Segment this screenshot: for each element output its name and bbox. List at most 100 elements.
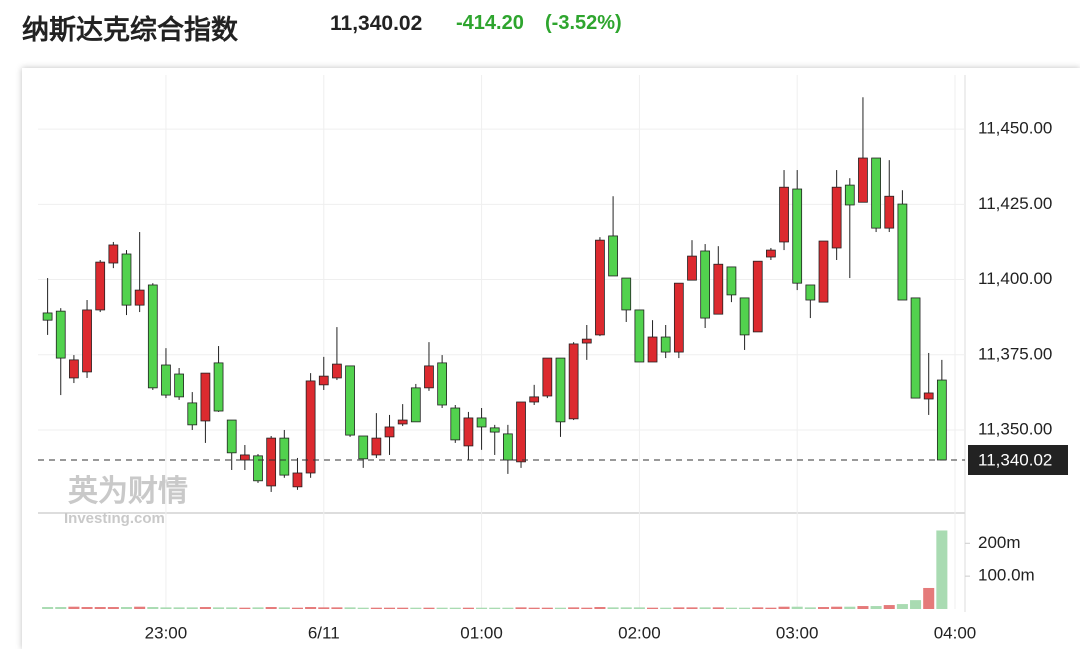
candle-body [858, 157, 868, 203]
volume-bar [791, 606, 803, 609]
volume-bar [844, 606, 856, 609]
volume-bar [318, 607, 330, 609]
price-change-percent: (-3.52%) [545, 12, 622, 34]
candle-body [42, 312, 53, 321]
candle-body [923, 392, 934, 400]
volume-bar [910, 600, 922, 609]
candle-body [936, 379, 947, 461]
volume-bar [278, 607, 290, 609]
candle-body [871, 157, 881, 229]
volume-bar [357, 607, 369, 609]
candle-body [700, 250, 711, 319]
candle-body [831, 186, 842, 249]
candle-body [134, 289, 145, 306]
volume-bar [883, 605, 895, 609]
volume-bar [107, 607, 119, 609]
x-tick-label: 02:00 [618, 623, 661, 642]
volume-bar [476, 607, 488, 609]
candle-body [95, 261, 106, 311]
candle-body [503, 433, 513, 461]
x-tick-label: 01:00 [460, 623, 503, 642]
candle-body [332, 363, 342, 379]
candle-body [766, 249, 776, 258]
volume-bar [291, 607, 303, 609]
candle-body [910, 297, 921, 399]
candle-body [739, 297, 750, 336]
volume-bar [804, 607, 816, 609]
volume-bar [778, 606, 790, 609]
volume-bar [581, 607, 593, 609]
candle-body [673, 282, 684, 353]
volume-bar [397, 607, 409, 609]
volume-tick-label: 200m [978, 533, 1021, 552]
volume-bar [147, 607, 159, 609]
candle-body [121, 253, 132, 306]
y-tick-label: 11,350.00 [978, 419, 1052, 438]
candle-body [279, 437, 290, 476]
volume-bar [620, 607, 632, 609]
candle-body [581, 338, 592, 344]
index-title: 纳斯达克综合指数 [22, 15, 238, 45]
candle-body [634, 309, 645, 363]
volume-bar [305, 607, 317, 609]
candle-body [200, 372, 211, 422]
volume-bar [765, 607, 777, 609]
volume-bar [383, 607, 396, 609]
y-tick-label: 11,400.00 [978, 269, 1052, 288]
candle-body [410, 387, 421, 423]
volume-bar [370, 607, 382, 609]
y-tick-label: 11,375.00 [978, 344, 1052, 363]
candle-body [266, 437, 277, 487]
volume-bar [673, 607, 685, 609]
volume-bar [923, 587, 935, 609]
volume-bar [633, 607, 645, 609]
candle-body [424, 365, 434, 389]
candle-body [660, 336, 671, 353]
candle-body [450, 407, 461, 441]
candle-body [752, 260, 763, 333]
candle-body [213, 362, 224, 412]
volume-bar [739, 607, 751, 609]
volume-bar [712, 607, 724, 609]
candle-body [555, 357, 566, 423]
header: 纳斯达克综合指数 11,340.02 -414.20 (-3.52%) [0, 0, 1080, 62]
candle-body [595, 239, 605, 336]
last-price-label: 11,340.02 [978, 450, 1052, 469]
volume-bar [199, 607, 211, 609]
candle-body [147, 284, 158, 389]
candle-body [174, 373, 184, 398]
candle-body [779, 186, 789, 243]
candle-body [489, 427, 500, 433]
volume-bar [252, 607, 264, 609]
volume-bar [160, 607, 172, 609]
volume-bar [896, 604, 908, 609]
y-tick-label: 11,425.00 [978, 194, 1052, 213]
volume-bar [857, 606, 869, 609]
volume-bar [410, 607, 422, 609]
volume-bar [120, 607, 133, 609]
candle-body [844, 184, 855, 206]
candle-body [187, 402, 198, 426]
candle-body [726, 266, 737, 296]
volume-bar [226, 607, 238, 609]
candle-body [542, 357, 553, 397]
candle-body [687, 255, 697, 281]
volume-bar [462, 607, 474, 609]
chart: 英为财情 Investing.com 11,350.00 11,375.00 11,… [38, 75, 1068, 642]
candle-body [384, 426, 395, 438]
candle-body [608, 235, 618, 277]
candle-body [713, 263, 724, 315]
x-tick-label: 03:00 [776, 623, 819, 642]
volume-bar [817, 607, 830, 609]
volume-bar [936, 530, 948, 609]
volume-bar [607, 607, 619, 609]
volume-bar [647, 607, 659, 609]
candle-body [897, 203, 908, 301]
volume-tick-label: 100.0m [978, 566, 1035, 585]
volume-bar [213, 607, 225, 609]
volume-bar [489, 607, 501, 609]
candle-body [305, 380, 316, 474]
volume-bar [515, 607, 527, 609]
volume-bar [660, 607, 672, 609]
